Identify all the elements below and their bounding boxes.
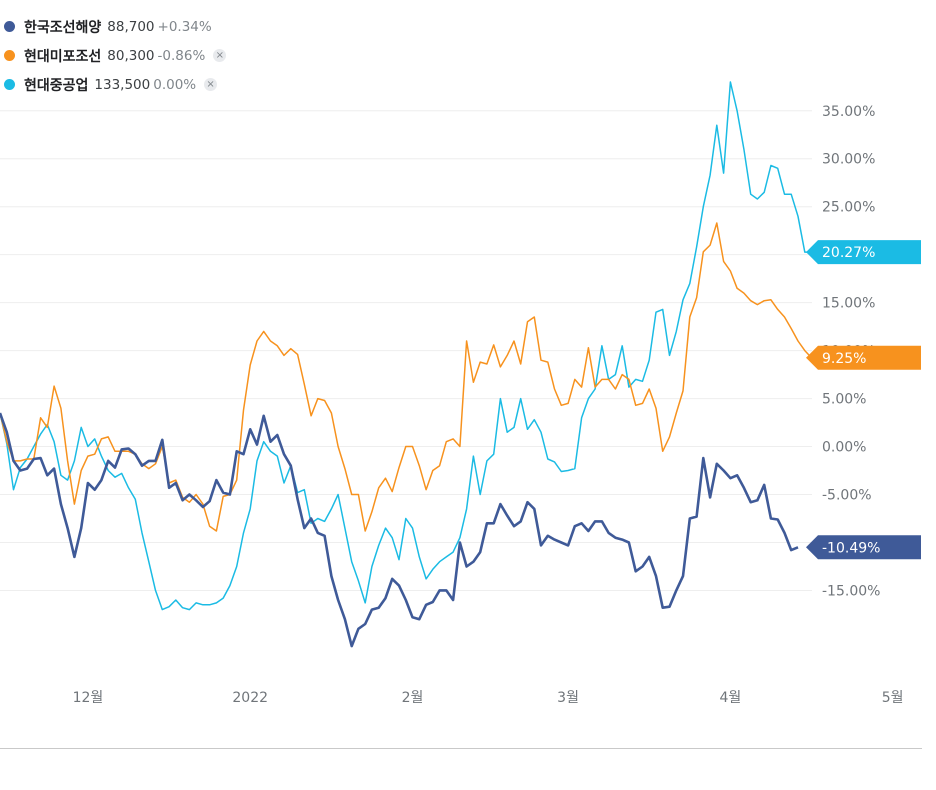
- y-tick-label: 5.00%: [822, 392, 866, 408]
- end-value-tag-bg: [806, 535, 921, 560]
- end-value-label: -10.49%: [822, 540, 880, 556]
- legend-item[interactable]: 현대미포조선 80,300 -0.86% ×: [4, 41, 227, 70]
- end-value-tag: 9.25%: [806, 345, 921, 370]
- y-tick-label: 25.00%: [822, 200, 875, 216]
- end-value-tag: 20.27%: [806, 240, 921, 265]
- y-tick-label: -5.00%: [822, 488, 872, 504]
- x-axis-ticks: 12월 2022 2월 3월 4월 5월: [73, 690, 904, 706]
- series-line: [0, 222, 813, 532]
- end-labels: -10.49% 9.25% 20.27%: [806, 240, 921, 560]
- remove-series-close-icon[interactable]: ×: [204, 78, 218, 91]
- y-tick-label: -15.00%: [822, 583, 880, 599]
- x-tick-label: 5월: [882, 690, 904, 706]
- x-tick-label: 2월: [402, 690, 424, 706]
- y-tick-label: 30.00%: [822, 152, 875, 168]
- end-value-tag-bg: [806, 345, 921, 370]
- series-line: [0, 412, 799, 648]
- legend-change: -0.86%: [157, 47, 206, 64]
- gridlines: [0, 110, 812, 591]
- legend-price: 88,700: [107, 18, 155, 35]
- series-line: [0, 81, 812, 611]
- legend-series-name: 현대미포조선: [24, 48, 102, 65]
- series-lines: [0, 81, 813, 648]
- x-tick-label: 2022: [232, 690, 268, 706]
- x-tick-label: 12월: [73, 690, 104, 706]
- x-tick-label: 4월: [719, 690, 741, 706]
- legend-series-name: 현대중공업: [24, 77, 89, 94]
- series-dot-icon: [4, 79, 15, 90]
- legend-change: 0.00%: [153, 76, 197, 93]
- y-tick-label: 15.00%: [822, 296, 875, 312]
- remove-series-close-icon[interactable]: ×: [213, 49, 227, 62]
- end-value-label: 20.27%: [822, 245, 875, 261]
- series-dot-icon: [4, 21, 15, 32]
- end-value-tag: -10.49%: [806, 535, 921, 560]
- chart-legend: 한국조선해양 88,700 +0.34% 현대미포조선 80,300 -0.86% × 현대중…: [4, 12, 227, 99]
- end-value-tag-bg: [806, 240, 921, 265]
- bottom-divider: [0, 748, 922, 749]
- y-tick-label: 0.00%: [822, 440, 866, 456]
- legend-change: +0.34%: [157, 18, 212, 35]
- legend-item[interactable]: 한국조선해양 88,700 +0.34%: [4, 12, 226, 41]
- legend-series-name: 한국조선해양: [24, 19, 102, 36]
- legend-price: 133,500: [94, 76, 151, 93]
- series-dot-icon: [4, 50, 15, 61]
- end-value-label: 9.25%: [822, 351, 866, 367]
- legend-price: 80,300: [107, 47, 155, 64]
- x-tick-label: 3월: [557, 690, 579, 706]
- y-tick-label: 35.00%: [822, 104, 875, 120]
- legend-item[interactable]: 현대중공업 133,500 0.00% ×: [4, 70, 226, 99]
